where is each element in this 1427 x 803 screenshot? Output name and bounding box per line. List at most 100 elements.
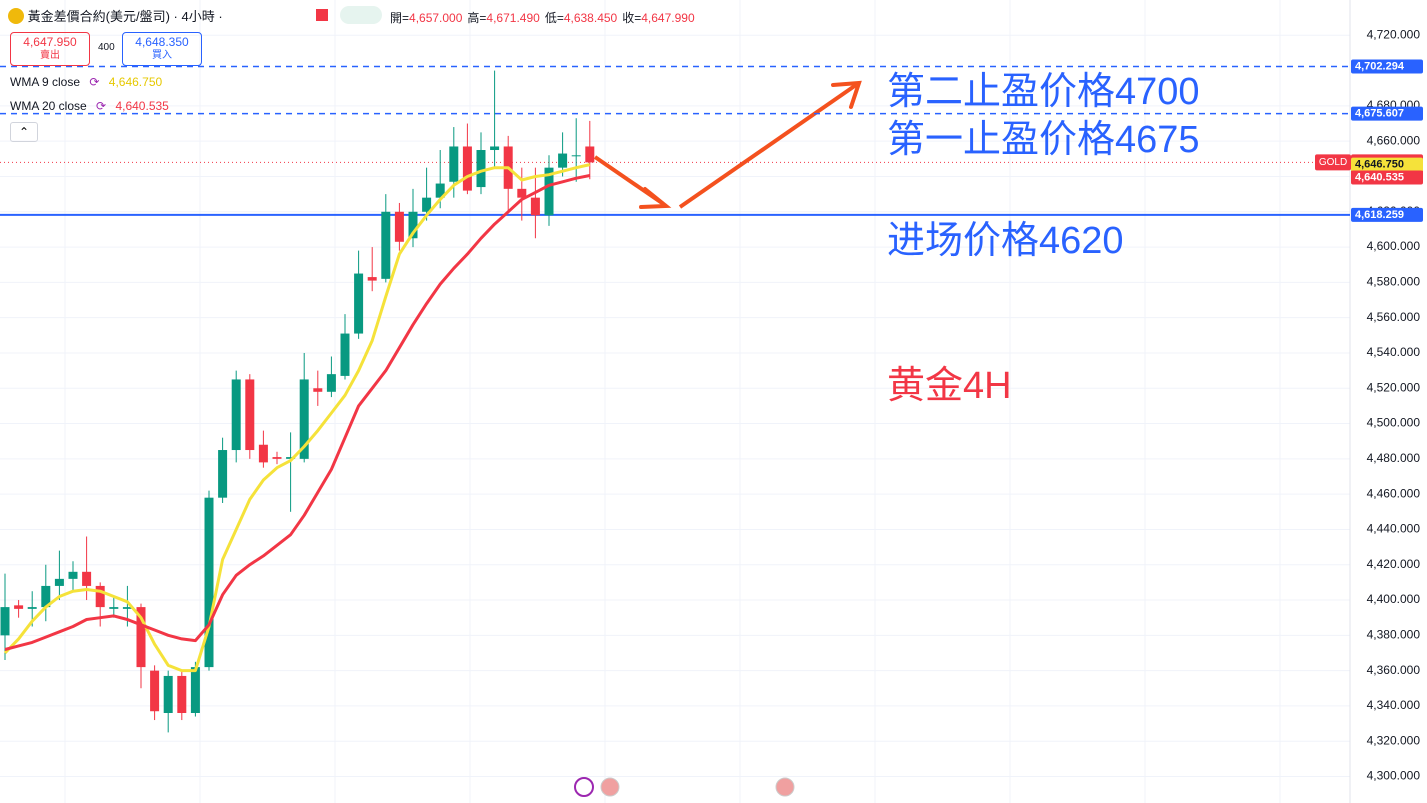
event-icon[interactable]	[775, 777, 795, 797]
buy-label: 買入	[152, 50, 172, 61]
symbol-icon	[8, 8, 24, 24]
candle-body	[313, 388, 323, 392]
candle-body	[462, 146, 472, 191]
candle-body	[150, 670, 160, 712]
buy-price: 4,648.350	[135, 35, 189, 49]
collapse-button[interactable]: ⌃	[10, 122, 38, 142]
wma-value-tag: 4,640.535	[1355, 171, 1404, 183]
y-tick-label: 4,480.000	[1367, 451, 1421, 465]
candle-body	[231, 379, 241, 451]
candle-body	[41, 585, 51, 608]
candle-body	[245, 379, 255, 451]
candle-body	[109, 607, 119, 609]
candle-body	[190, 667, 200, 713]
candle-body	[14, 605, 24, 609]
candle-body	[530, 197, 540, 216]
candle-body	[136, 607, 146, 668]
candle-body	[490, 146, 500, 151]
candle-body	[381, 211, 391, 279]
ohlc-label: 低=	[544, 11, 564, 25]
ohlc-value: 4,671.490	[486, 11, 540, 25]
price-axis-bg	[1350, 0, 1427, 803]
sell-label: 賣出	[40, 50, 60, 61]
legend-value: 4,640.535	[115, 99, 169, 113]
price-line-label-bg	[1351, 207, 1423, 222]
symbol-tag-bg	[1315, 154, 1351, 171]
legend-value: 4,646.750	[108, 75, 163, 89]
candle-body	[517, 188, 527, 198]
status-toggle[interactable]	[340, 6, 382, 24]
candle-body	[163, 675, 173, 713]
annotation: 第二止盈价格4700	[887, 71, 1200, 113]
y-tick-label: 4,520.000	[1367, 380, 1421, 394]
spread: 400	[98, 42, 115, 53]
y-tick-label: 4,340.000	[1367, 698, 1421, 712]
ohlc-label: 收=	[622, 11, 642, 25]
annotation: 进场价格4620	[887, 220, 1124, 262]
candle-body	[326, 374, 336, 392]
y-tick-label: 4,560.000	[1367, 310, 1421, 324]
header: 黃金差價合約(美元/盤司) · 4小時 ·	[8, 6, 223, 25]
candle-body	[408, 211, 418, 239]
y-tick-label: 4,440.000	[1367, 522, 1421, 536]
y-tick-label: 4,420.000	[1367, 557, 1421, 571]
candle-body	[218, 450, 228, 498]
sell-price: 4,647.950	[23, 35, 77, 49]
candle-body	[394, 211, 404, 242]
arrow-head	[639, 187, 672, 209]
candle-body	[544, 167, 554, 216]
flag-icon[interactable]	[316, 9, 328, 21]
candle-body	[340, 333, 350, 376]
y-tick-label: 4,540.000	[1367, 345, 1421, 359]
ohlc-value: 4,647.990	[641, 11, 695, 25]
event-icon	[574, 777, 594, 797]
wma-value-tag: 4,646.750	[1355, 158, 1404, 170]
price-line-label: 4,702.294	[1355, 60, 1405, 72]
symbol-tag: GOLD	[1319, 157, 1347, 168]
sell-button[interactable]: 4,647.950 賣出	[10, 32, 90, 66]
ohlc-label: 開=	[390, 11, 410, 25]
price-line-label-bg	[1351, 106, 1423, 121]
candle-body	[558, 153, 568, 168]
candle-body	[204, 497, 214, 668]
symbol-title[interactable]: 黃金差價合約(美元/盤司)	[27, 9, 170, 24]
candle-body	[54, 578, 64, 586]
y-tick-label: 4,600.000	[1367, 239, 1421, 253]
wma-value-tag-bg	[1351, 170, 1423, 185]
candle-body	[95, 585, 105, 608]
candle-body	[272, 457, 282, 459]
y-tick-label: 4,660.000	[1367, 133, 1421, 147]
price-line-label: 4,675.607	[1355, 108, 1404, 120]
candle-body	[68, 571, 78, 579]
candle-body	[354, 273, 364, 334]
annotation: 第一止盈价格4675	[887, 119, 1200, 161]
legend-item[interactable]: WMA 20 close ⟳ 4,640.535	[10, 99, 169, 113]
y-tick-label: 4,360.000	[1367, 663, 1421, 677]
ohlc-value: 4,657.000	[409, 11, 463, 25]
y-tick-label: 4,460.000	[1367, 486, 1421, 500]
candle-body	[82, 571, 92, 586]
ohlc-value: 4,638.450	[563, 11, 618, 25]
buy-button[interactable]: 4,648.350 買入	[122, 32, 202, 66]
candle-body	[585, 146, 595, 163]
y-tick-label: 4,320.000	[1367, 733, 1421, 747]
legend-name: WMA 9 close	[10, 75, 81, 89]
y-tick-label: 4,400.000	[1367, 592, 1421, 606]
legend-item[interactable]: WMA 9 close ⟳ 4,646.750	[10, 75, 163, 89]
candle-body	[299, 379, 309, 459]
candle-body	[435, 183, 445, 198]
arrows	[593, 80, 862, 209]
interval[interactable]: · 4小時 ·	[173, 9, 223, 24]
wma-value-tag-bg	[1351, 157, 1423, 172]
event-icons	[574, 777, 795, 797]
event-icon[interactable]	[600, 777, 620, 797]
arrow-head	[831, 80, 862, 109]
moving-averages	[3, 163, 591, 673]
price-line-label: 4,618.259	[1355, 209, 1404, 221]
y-tick-label: 4,720.000	[1367, 27, 1421, 41]
y-tick-label: 4,500.000	[1367, 416, 1421, 430]
arrow-up	[678, 83, 858, 209]
candle-body	[367, 277, 377, 281]
